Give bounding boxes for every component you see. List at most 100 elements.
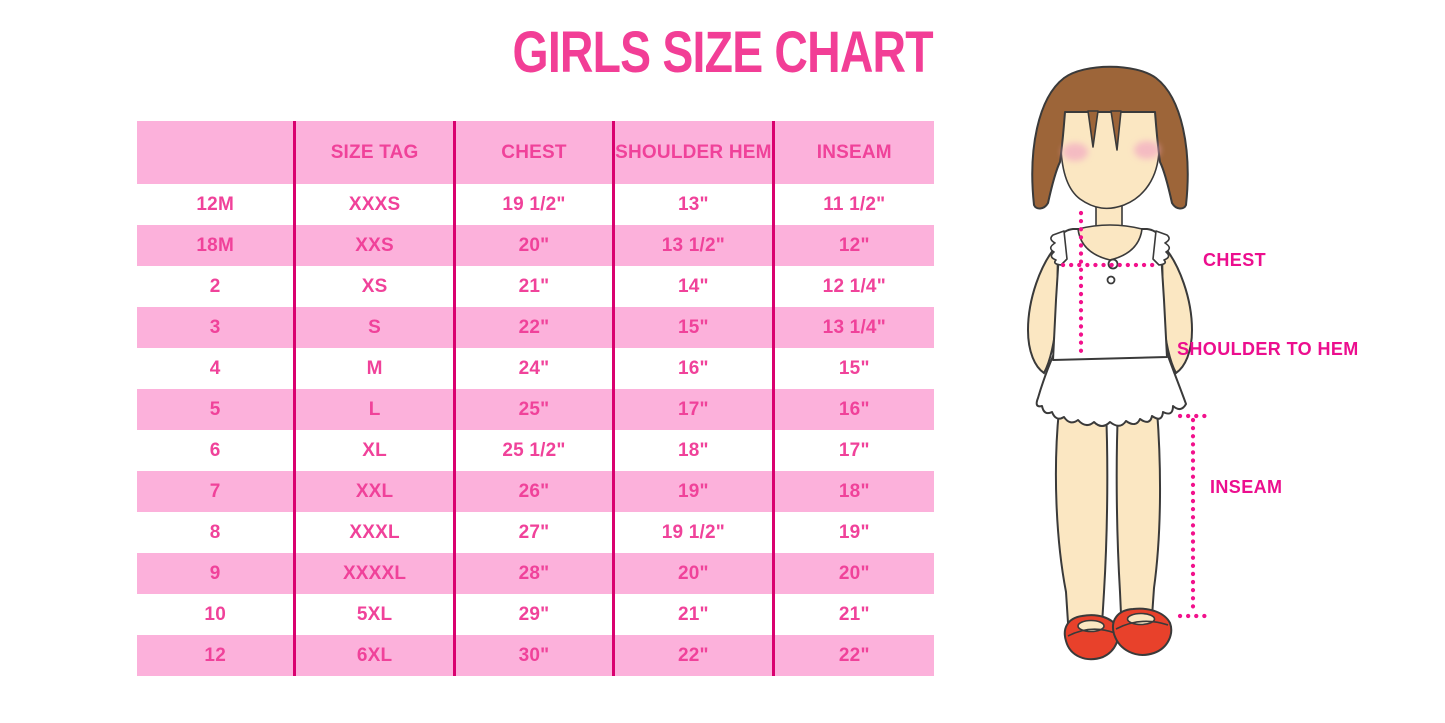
measurement-value: 26" [455,471,616,512]
size-row-12m: 12M XXXS 19 1/2" 13" 11 1/2" [137,184,934,225]
size-label: 2 [137,266,297,307]
measurement-value: 19" [774,512,934,553]
size-label: 8 [137,512,297,553]
measurement-value: 22" [774,635,934,676]
measurement-value: 14" [615,266,775,307]
page-title: GIRLS SIZE CHART [512,20,933,85]
girl-cheek-right [1134,141,1160,159]
measurement-value: 20" [615,553,775,594]
measurement-value: XXXL [296,512,456,553]
measurement-value: 28" [455,553,616,594]
inseam-label: INSEAM [1210,477,1283,497]
measurement-value: 5XL [296,594,456,635]
measurement-value: 13 1/2" [615,225,775,266]
measurement-value: 15" [615,307,775,348]
measurement-value: 19 1/2" [615,512,775,553]
measurement-value: 25 1/2" [455,430,616,471]
girl-bang-notch [1110,110,1122,151]
measurement-value: 18" [615,430,775,471]
size-label: 5 [137,389,297,430]
measurement-value: XXXS [296,184,456,225]
size-table: SIZE TAG CHEST SHOULDER HEM INSEAM 12M XXXS 19… [137,121,934,676]
chest-label: CHEST [1203,250,1267,270]
measurement-value: XXXXL [296,553,456,594]
measurement-value: 16" [615,348,775,389]
girl-leg-right [1115,409,1162,638]
measurement-value: 16" [774,389,934,430]
size-row-6: 6 XL 25 1/2" 18" 17" [137,430,934,471]
measurement-value: 21" [774,594,934,635]
measurement-value: 21" [615,594,775,635]
measurement-value: 15" [774,348,934,389]
size-table-header-row: SIZE TAG CHEST SHOULDER HEM INSEAM [137,121,934,184]
measurement-value: XL [296,430,456,471]
measurement-value: L [296,389,456,430]
size-row-9: 9 XXXXL 28" 20" 20" [137,553,934,594]
girl-neckline [1077,224,1143,261]
measurement-value: XXS [296,225,456,266]
column-header-empty [137,121,297,184]
girl-figure [1026,65,1194,661]
measurement-value: 30" [455,635,616,676]
size-label: 7 [137,471,297,512]
measurement-value: 19" [615,471,775,512]
measurement-value: 12" [774,225,934,266]
size-row-5: 5 L 25" 17" 16" [137,389,934,430]
column-header-size-tag: SIZE TAG [296,121,456,184]
measurement-value: M [296,348,456,389]
measurement-value: 18" [774,471,934,512]
size-label: 6 [137,430,297,471]
size-label: 12M [137,184,297,225]
size-label: 3 [137,307,297,348]
measurement-value: 6XL [296,635,456,676]
measurement-value: 13" [615,184,775,225]
column-header-inseam: INSEAM [774,121,934,184]
measurement-value: 12 1/4" [774,266,934,307]
girl-leg-left [1054,409,1109,643]
shoulder-to-hem-label: SHOULDER TO HEM [1177,339,1359,359]
size-label: 10 [137,594,297,635]
measurement-value: 21" [455,266,616,307]
measurement-value: 22" [615,635,775,676]
measurement-value: 20" [774,553,934,594]
girl-shoe-left [1063,614,1120,661]
size-label: 4 [137,348,297,389]
size-row-10: 10 5XL 29" 21" 21" [137,594,934,635]
column-header-chest: CHEST [455,121,616,184]
girl-measurement-illustration [1026,65,1209,661]
size-row-12: 12 6XL 30" 22" 22" [137,635,934,676]
measurement-value: 29" [455,594,616,635]
measurement-value: XXL [296,471,456,512]
girl-cheek-left [1062,143,1088,161]
measurement-value: 25" [455,389,616,430]
girl-shoulder-ruffle-right [1152,230,1171,266]
size-label: 9 [137,553,297,594]
girl-hair [1031,65,1189,210]
size-row-18m: 18M XXS 20" 13 1/2" 12" [137,225,934,266]
measurement-value: 17" [615,389,775,430]
girl-shoe-right [1112,607,1173,656]
girl-bang-notch [1087,110,1099,148]
measurement-value: 24" [455,348,616,389]
size-label: 18M [137,225,297,266]
girl-face [1060,95,1160,210]
size-row-8: 8 XXXL 27" 19 1/2" 19" [137,512,934,553]
measurement-value: 20" [455,225,616,266]
measurement-value: 11 1/2" [774,184,934,225]
measurement-value: 19 1/2" [455,184,616,225]
measurement-value: 22" [455,307,616,348]
measurement-value: 17" [774,430,934,471]
measurement-lines [1060,210,1209,619]
size-row-2: 2 XS 21" 14" 12 1/4" [137,266,934,307]
size-row-7: 7 XXL 26" 19" 18" [137,471,934,512]
measurement-value: XS [296,266,456,307]
top-button [1106,275,1116,285]
size-row-4: 4 M 24" 16" 15" [137,348,934,389]
girl-skirt [1035,352,1187,427]
column-header-shoulder-hem: SHOULDER HEM [615,121,775,184]
measurement-value: 13 1/4" [774,307,934,348]
size-label: 12 [137,635,297,676]
measurement-value: 27" [455,512,616,553]
girl-shoulder-ruffle-left [1049,230,1068,266]
